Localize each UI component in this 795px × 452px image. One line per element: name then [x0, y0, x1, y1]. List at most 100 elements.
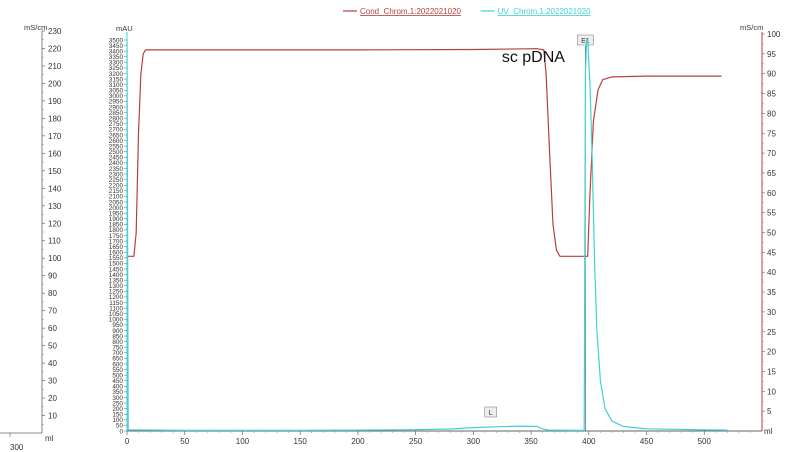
side-axis-tick-label: 220 — [48, 44, 62, 53]
x-axis-tick-label: 100 — [236, 437, 250, 446]
x-axis-tick-label: 150 — [294, 437, 308, 446]
cond-axis-tick-label: 75 — [767, 129, 776, 138]
cond-axis-tick-label: 100 — [767, 30, 781, 39]
cond-axis-tick-label: 10 — [767, 387, 776, 396]
cond-axis-tick-label: 55 — [767, 209, 776, 218]
volume-axis: 0 50 100 150 200 250 300 350 400 450 500 ml — [125, 427, 773, 446]
uv-axis-tick-label: 2750 — [109, 121, 124, 128]
cond-axis-tick-label: 30 — [767, 308, 776, 317]
uv-axis-tick-label: 0 — [119, 428, 123, 435]
uv-axis-tick-label: 3500 — [109, 37, 124, 44]
uv-axis-tick-label: 500 — [112, 372, 123, 379]
x-axis-tick-label: 0 — [125, 437, 130, 446]
uv-axis-tick-label: 150 — [112, 412, 123, 419]
uv-axis-tick-label: 850 — [112, 333, 123, 340]
side-axis-unit: mS/cm — [24, 23, 47, 32]
chart-legend: Cond_Chrom.1:2022021020 UV_Chrom.1:202202… — [343, 7, 591, 16]
uv-axis-tick-label: 1150 — [109, 300, 123, 307]
uv-axis-tick-label: 800 — [112, 339, 123, 346]
x-axis-tick-label: 300 — [467, 437, 481, 446]
uv-axis-tick-label: 2250 — [109, 177, 124, 184]
uv-axis-tick-label: 750 — [112, 345, 123, 352]
cond-axis-tick-label: 90 — [767, 70, 776, 79]
x-axis-tick-label: 400 — [582, 437, 596, 446]
cond-axis-tick-label: 65 — [767, 169, 776, 178]
side-axis-tick-label: 120 — [48, 219, 62, 228]
cond-axis-tick-label: 20 — [767, 348, 776, 357]
cond-axis-tick-label: 85 — [767, 90, 776, 99]
cond-axis-tick-label: 5 — [767, 407, 772, 416]
uv-axis-tick-label: 600 — [112, 361, 123, 368]
cond-axis-tick-label: 60 — [767, 189, 776, 198]
uv-axis-tick-label: 3300 — [109, 60, 124, 67]
marker-label-l: L — [489, 410, 493, 417]
uv-axis-tick-label: 1900 — [109, 216, 124, 223]
x-axis-tick-label: 200 — [351, 437, 365, 446]
uv-axis-tick-label: 1400 — [109, 272, 124, 279]
cond-axis-tick-label: 15 — [767, 367, 776, 376]
uv-axis-tick-label: 350 — [112, 389, 123, 396]
uv-axis-tick-label: 700 — [112, 350, 123, 357]
uv-axis-tick-label: 2550 — [109, 143, 124, 150]
uv-axis-tick-label: 2600 — [109, 138, 124, 145]
side-axis-tick-label: 210 — [48, 62, 62, 71]
uv-axis-tick-label: 2350 — [109, 166, 124, 173]
cond-axis-tick-label: 25 — [767, 328, 776, 337]
legend-label-0: Cond_Chrom.1:2022021020 — [360, 7, 462, 16]
cond-axis-tick-label: 95 — [767, 50, 776, 59]
uv-axis-tick-label: 1250 — [109, 289, 124, 296]
side-axis-tick-label: 20 — [48, 394, 57, 403]
uv-axis-tick-label: 3250 — [109, 65, 124, 72]
uv-axis-tick-label: 2400 — [109, 160, 124, 167]
uv-axis-tick-label: 2950 — [109, 99, 124, 106]
legend-label-1: UV_Chrom.1:2022021020 — [498, 7, 592, 16]
uv-axis-tick-label: 2850 — [109, 110, 124, 117]
side-axis-tick-label: 170 — [48, 132, 62, 141]
side-axis-tick-label: 140 — [48, 184, 62, 193]
marker-box-l — [484, 406, 497, 418]
uv-axis-tick-label: 2500 — [109, 149, 124, 156]
fraction-markers: E1 L — [484, 34, 594, 431]
uv-axis-tick-label: 1850 — [109, 222, 124, 229]
conductivity-series-line — [127, 48, 722, 257]
uv-axis-tick-label: 1550 — [109, 255, 124, 262]
uv-axis-tick-label: 2300 — [109, 171, 124, 178]
x-axis-tick-label: 50 — [180, 437, 189, 446]
uv-axis-tick-label: 1300 — [109, 283, 124, 290]
marker-label-e1: E1 — [581, 38, 590, 45]
uv-axis-tick-label: 250 — [112, 400, 123, 407]
uv-axis-tick-label: 300 — [112, 395, 123, 402]
uv-axis-unit: mAU — [116, 24, 133, 33]
side-conductivity-axis: mS/cm 10 20 30 40 50 60 70 80 90 100 110 120 130 140 15… — [0, 23, 62, 452]
uv-axis-tick-label: 3350 — [109, 54, 124, 61]
side-axis-tick-label: 100 — [48, 254, 62, 263]
uv-axis-tick-label: 2900 — [109, 104, 124, 111]
uv-axis-tick-label: 3100 — [109, 82, 124, 89]
uv-axis-tick-label: 1200 — [109, 294, 124, 301]
cond-axis-tick-label: 50 — [767, 229, 776, 238]
side-axis-tick-label: 180 — [48, 114, 62, 123]
cond-axis-unit: mS/cm — [740, 23, 763, 32]
uv-axis-tick-label: 50 — [116, 423, 124, 430]
side-axis-tick-label: 40 — [48, 359, 57, 368]
uv-axis-tick-label: 1750 — [109, 233, 124, 240]
uv-axis-tick-label: 2800 — [109, 116, 124, 123]
uv-axis-tick-label: 1700 — [109, 238, 124, 245]
cond-axis-tick-label: 80 — [767, 109, 776, 118]
uv-axis-tick-label: 2450 — [109, 155, 124, 162]
uv-axis-tick-label: 3150 — [109, 76, 124, 83]
uv-axis-tick-label: 400 — [112, 384, 123, 391]
uv-axis-tick-label: 450 — [112, 378, 123, 385]
uv-axis-tick-label: 200 — [112, 406, 123, 413]
uv-axis-tick-label: 2000 — [109, 205, 124, 212]
cond-axis-tick-label: 35 — [767, 288, 776, 297]
uv-axis-tick-label: 1100 — [109, 305, 123, 312]
uv-axis-tick-label: 1050 — [109, 311, 124, 318]
side-axis-tick-label: 190 — [48, 97, 62, 106]
x-axis-tick-label: 450 — [640, 437, 654, 446]
uv-axis-tick-label: 3000 — [109, 93, 124, 100]
side-axis-tick-label: 230 — [48, 27, 62, 36]
cond-axis-tick-label: 70 — [767, 149, 776, 158]
side-axis-tick-label: 50 — [48, 342, 57, 351]
